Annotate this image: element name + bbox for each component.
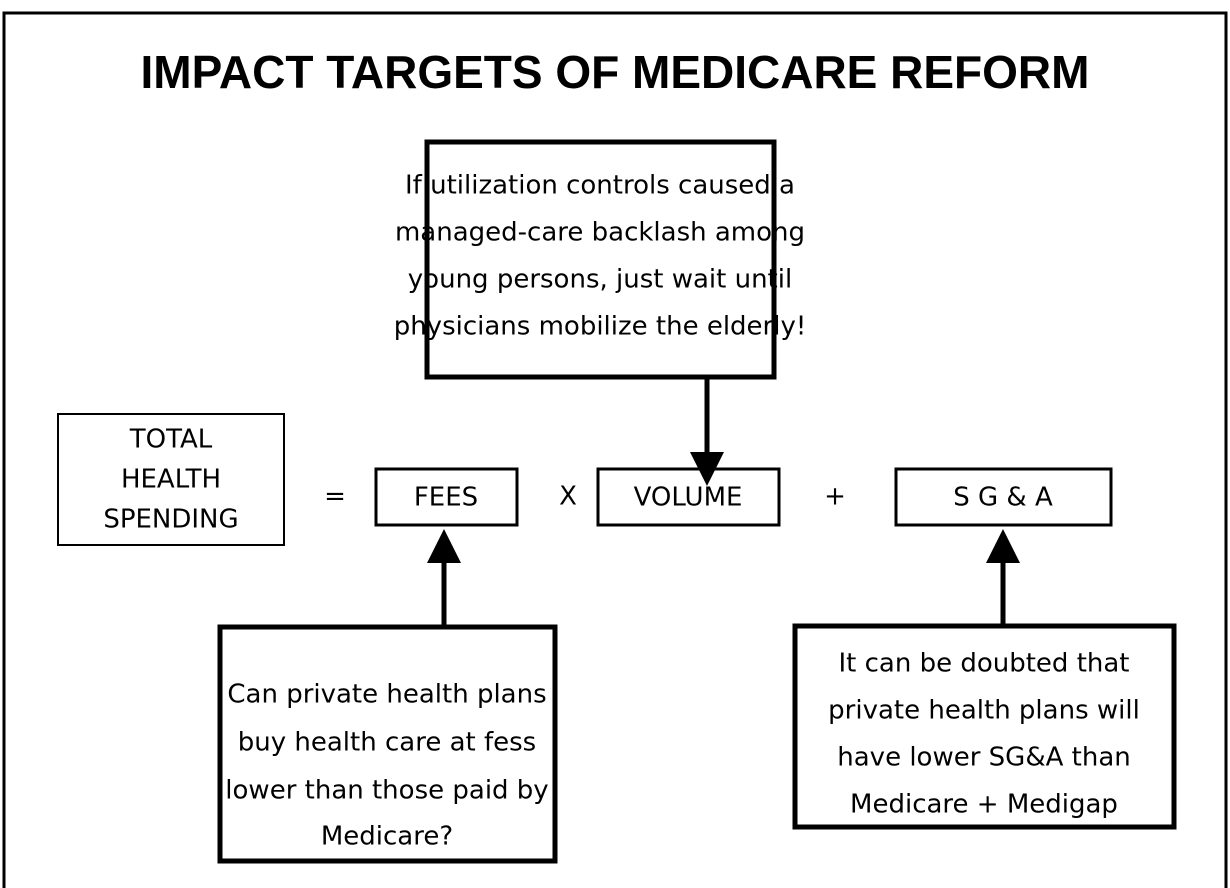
operator: +	[824, 482, 846, 512]
note-line: lower than those paid by	[225, 776, 548, 806]
arrow-head	[986, 529, 1020, 563]
note-box	[792, 623, 1177, 830]
note-box	[217, 624, 558, 864]
note-line: physicians mobilize the elderly!	[394, 312, 807, 342]
note-line: It can be doubted that	[838, 649, 1129, 679]
note-line: have lower SG&A than	[837, 743, 1130, 773]
sga-box	[894, 467, 1113, 527]
volume-box	[596, 467, 781, 527]
total-line: HEALTH	[121, 465, 221, 495]
fees-label: FEES	[414, 483, 478, 513]
fees-box	[374, 467, 519, 527]
note-line: Medicare?	[321, 822, 453, 852]
note-box	[424, 139, 777, 380]
note-line: buy health care at fess	[238, 728, 536, 758]
total-line: SPENDING	[103, 505, 238, 535]
note-line: managed-care backlash among	[395, 218, 805, 248]
total-line: TOTAL	[129, 425, 213, 455]
frame	[2, 11, 1228, 888]
total-box	[57, 413, 285, 546]
title: IMPACT TARGETS OF MEDICARE REFORM	[141, 46, 1090, 98]
sga-label: S G & A	[953, 483, 1053, 513]
note-line: Medicare + Medigap	[850, 790, 1118, 820]
volume-label: VOLUME	[634, 483, 743, 513]
note-line: If utilization controls caused a	[405, 171, 795, 201]
arrow-head	[427, 529, 461, 563]
operator: X	[559, 482, 577, 512]
operator: =	[324, 482, 346, 512]
note-line: Can private health plans	[227, 680, 546, 710]
note-line: young persons, just wait until	[408, 265, 792, 295]
note-line: private health plans will	[828, 696, 1140, 726]
